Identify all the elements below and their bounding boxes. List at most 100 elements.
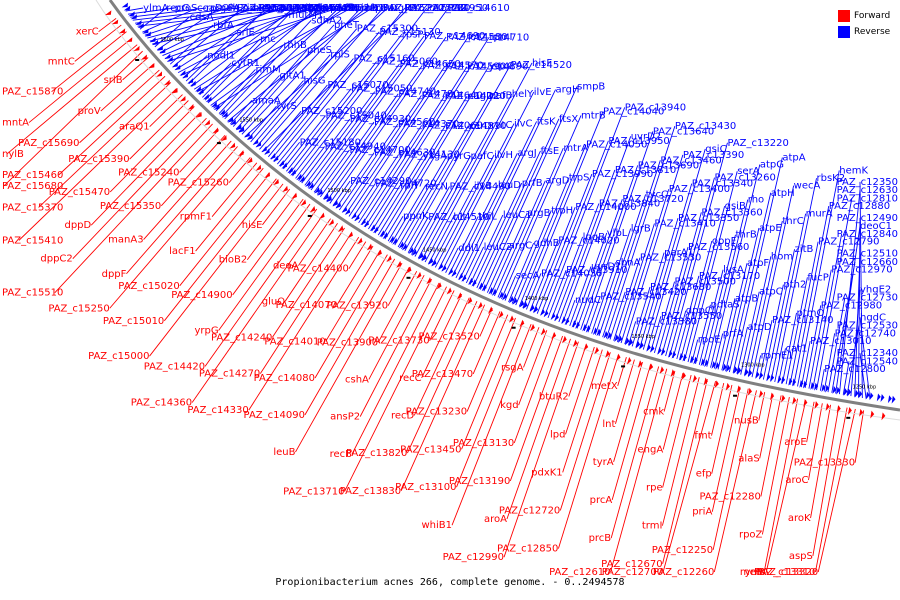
reverse-label-line xyxy=(859,353,867,399)
forward-gene-arrow xyxy=(111,19,119,25)
reverse-gene-arrow xyxy=(858,390,863,399)
reverse-gene-label: PAZ_c15230 xyxy=(409,3,470,14)
forward-gene-label: recD xyxy=(391,410,415,421)
reverse-gene-arrow xyxy=(660,347,666,356)
reverse-gene-label: PAZ_c15500 xyxy=(237,3,298,14)
reverse-gene-label: hom xyxy=(771,251,793,262)
reverse-label-line xyxy=(774,178,817,383)
reverse-gene-arrow xyxy=(821,384,826,392)
forward-label-line xyxy=(179,173,271,287)
forward-label-line xyxy=(248,236,360,411)
reverse-label-line xyxy=(762,284,784,380)
reverse-label-line xyxy=(702,234,736,366)
reverse-gene-label: PAZ_c13950 xyxy=(608,136,669,147)
forward-label-line xyxy=(149,183,284,357)
tick-mark xyxy=(135,58,140,61)
forward-gene-arrow xyxy=(498,311,504,319)
forward-label-line xyxy=(407,301,478,454)
forward-label-line xyxy=(421,293,463,379)
reverse-gene-label: PAZ_c14370 xyxy=(398,119,459,130)
forward-label-line xyxy=(79,69,160,144)
forward-label-line xyxy=(28,37,133,123)
forward-label-line xyxy=(58,75,166,176)
reverse-gene-label: PAZ_c12730 xyxy=(837,293,898,304)
reverse-gene-arrow xyxy=(689,355,695,364)
reverse-label-line xyxy=(827,297,846,393)
reverse-gene-label: trmD xyxy=(372,3,398,14)
reverse-gene-arrow xyxy=(121,2,129,8)
forward-label-line xyxy=(387,266,410,306)
reverse-gene-arrow xyxy=(244,131,250,138)
reverse-gene-label: rhhB xyxy=(283,40,307,51)
forward-gene-label: whiB1 xyxy=(422,520,453,531)
forward-label-line xyxy=(284,223,338,302)
reverse-gene-label: ysgA xyxy=(423,151,447,162)
reverse-gene-label: gltA1 xyxy=(280,70,306,81)
forward-gene-label: lnt xyxy=(602,419,615,430)
reverse-gene-label: pyrG xyxy=(447,151,471,162)
reverse-gene-arrow xyxy=(540,308,545,316)
reverse-gene-arrow xyxy=(156,45,163,51)
reverse-label-line xyxy=(494,180,546,297)
reverse-label-line xyxy=(635,252,665,348)
reverse-gene-label: PAZ_c13140 xyxy=(772,315,833,326)
reverse-gene-arrow xyxy=(149,37,156,43)
reverse-gene-label: vlbL xyxy=(607,228,628,239)
reverse-label-line xyxy=(169,24,214,65)
forward-label-line xyxy=(661,377,700,526)
reverse-label-line xyxy=(320,121,375,198)
forward-gene-arrow xyxy=(140,54,147,60)
forward-gene-label: cshA xyxy=(345,374,369,385)
reverse-gene-label: atpD xyxy=(748,322,772,333)
reverse-gene-label: pheT xyxy=(334,20,360,31)
reverse-gene-label: ppnK xyxy=(403,211,429,222)
reverse-gene-arrow xyxy=(715,361,720,370)
forward-gene-arrow xyxy=(803,399,808,407)
reverse-label-line xyxy=(800,340,811,388)
reverse-gene-label: pnp xyxy=(268,3,287,14)
reverse-gene-label: PAZ_c14560 xyxy=(374,117,435,128)
reverse-gene-arrow xyxy=(564,317,570,326)
forward-label-line xyxy=(662,379,708,564)
forward-gene-labels: xerC mntC PAZ_c15870 mntA nylB PAZ_c15680 srlB… xyxy=(2,27,855,578)
reverse-gene-arrow xyxy=(389,235,395,243)
forward-label-line xyxy=(513,333,556,444)
reverse-gene-arrow xyxy=(682,353,687,362)
reverse-gene-arrow xyxy=(227,116,234,123)
forward-gene-label: kgd xyxy=(500,400,519,411)
forward-gene-arrow xyxy=(781,394,786,403)
forward-label-line xyxy=(611,364,652,501)
forward-gene-label: PAZ_c15250 xyxy=(48,303,109,314)
forward-gene-label: PAZ_c13330 xyxy=(794,458,855,469)
tick-mark xyxy=(846,416,851,419)
forward-gene-arrow xyxy=(328,218,334,226)
reverse-gene-label: PAZ_c12980 xyxy=(821,300,882,311)
reverse-label-line xyxy=(628,321,637,346)
reverse-label-line xyxy=(351,183,376,219)
forward-gene-label: gluQ xyxy=(262,296,285,307)
reverse-label-line xyxy=(657,246,689,355)
reverse-gene-label: recG xyxy=(166,3,189,14)
reverse-label-line xyxy=(687,171,738,363)
forward-gene-label: PAZ_c15370 xyxy=(2,202,63,213)
forward-gene-label: PAZ_c13830 xyxy=(340,486,401,497)
forward-label-line xyxy=(179,129,220,173)
reverse-label-line xyxy=(238,24,335,133)
reverse-label-line xyxy=(132,7,238,21)
forward-gene-arrow xyxy=(416,271,422,279)
reverse-gene-label: srlE xyxy=(236,27,254,38)
forward-label-line xyxy=(713,390,757,573)
forward-gene-label: PAZ_c12990 xyxy=(443,552,504,563)
forward-label-line xyxy=(38,82,172,208)
forward-gene-arrow xyxy=(104,10,112,16)
reverse-gene-label: PAZ_c15380 xyxy=(258,3,319,14)
reverse-label-line xyxy=(421,93,513,261)
map-caption: Propionibacterium acnes 266, complete ge… xyxy=(275,577,625,588)
reverse-gene-label: PAZ_c14780 xyxy=(398,89,459,100)
forward-gene-label: PAZ_c13470 xyxy=(412,369,473,380)
reverse-gene-arrow xyxy=(341,206,348,213)
reverse-gene-label: cat1 xyxy=(786,343,808,354)
reverse-gene-label: PAZ_c13910 xyxy=(566,265,627,276)
reverse-gene-arrow xyxy=(788,377,793,386)
forward-gene-arrow xyxy=(133,45,140,52)
